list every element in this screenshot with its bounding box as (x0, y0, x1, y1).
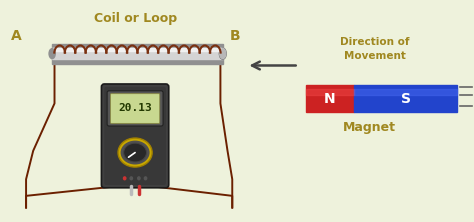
Ellipse shape (219, 48, 226, 59)
Bar (52, 48, 223, 51)
Bar (306, 89, 354, 95)
Bar (354, 85, 457, 112)
Text: Magnet: Magnet (343, 121, 396, 134)
Text: Coil or Loop: Coil or Loop (93, 12, 177, 25)
FancyBboxPatch shape (107, 91, 163, 126)
Text: N: N (324, 92, 336, 106)
Bar (52, 44, 223, 63)
FancyBboxPatch shape (110, 94, 160, 123)
Text: A: A (11, 29, 22, 43)
FancyBboxPatch shape (101, 84, 169, 188)
Text: B: B (229, 29, 240, 43)
Text: 20.13: 20.13 (118, 103, 152, 113)
Bar (306, 85, 354, 112)
Ellipse shape (124, 143, 146, 162)
Ellipse shape (220, 49, 226, 59)
Bar (354, 89, 457, 95)
Ellipse shape (130, 177, 133, 180)
Ellipse shape (145, 177, 147, 180)
Ellipse shape (120, 141, 150, 165)
Bar (52, 48, 223, 59)
Ellipse shape (123, 177, 126, 180)
Text: S: S (401, 92, 411, 106)
Ellipse shape (137, 177, 140, 180)
Ellipse shape (49, 49, 55, 59)
Text: Direction of
Movement: Direction of Movement (340, 37, 409, 61)
Ellipse shape (118, 138, 152, 167)
FancyBboxPatch shape (104, 87, 166, 185)
